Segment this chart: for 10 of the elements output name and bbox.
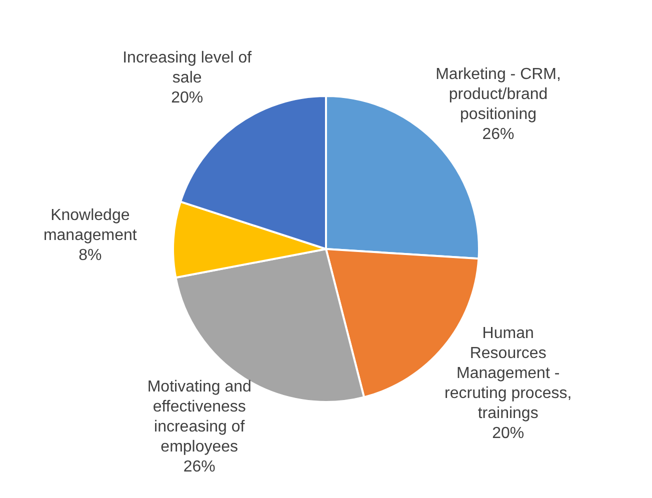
slice-label: Knowledge management	[43, 207, 138, 244]
data-label: 20%	[492, 424, 524, 442]
data-label: 26%	[183, 458, 216, 476]
data-label: 26%	[482, 126, 514, 143]
slice-label: Marketing - CRM, product/brand positioning	[436, 66, 561, 123]
slice-label: Human Resources Management - recruting process, trainings	[444, 324, 572, 422]
slice-label: Increasing level of sale	[122, 50, 252, 87]
data-label: 20%	[171, 90, 204, 107]
data-label: 8%	[78, 247, 102, 264]
slice-label: Motivating and effectiveness increasing of employees	[147, 378, 252, 456]
